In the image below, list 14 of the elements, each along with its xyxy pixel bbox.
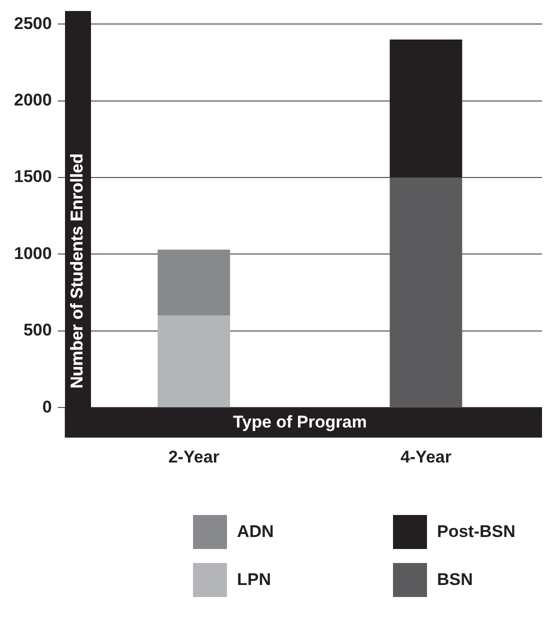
y-tick-label: 500 [23,320,52,340]
legend-label: LPN [237,570,271,590]
y-axis-title: Number of Students Enrolled [68,153,87,388]
y-tick-label: 2500 [14,14,52,33]
legend-label: BSN [437,570,473,590]
x-tick-label: 4-Year [400,447,452,466]
x-axis-title: Type of Program [232,412,367,432]
y-tick-label: 2000 [14,90,52,110]
legend-label: ADN [237,522,274,542]
y-tick-label: 1000 [14,244,52,263]
legend-label: Post-BSN [437,522,516,542]
x-tick-label: 2-Year [168,447,220,466]
y-tick-label: 1500 [14,167,52,186]
y-tick-label: 0 [42,397,52,416]
